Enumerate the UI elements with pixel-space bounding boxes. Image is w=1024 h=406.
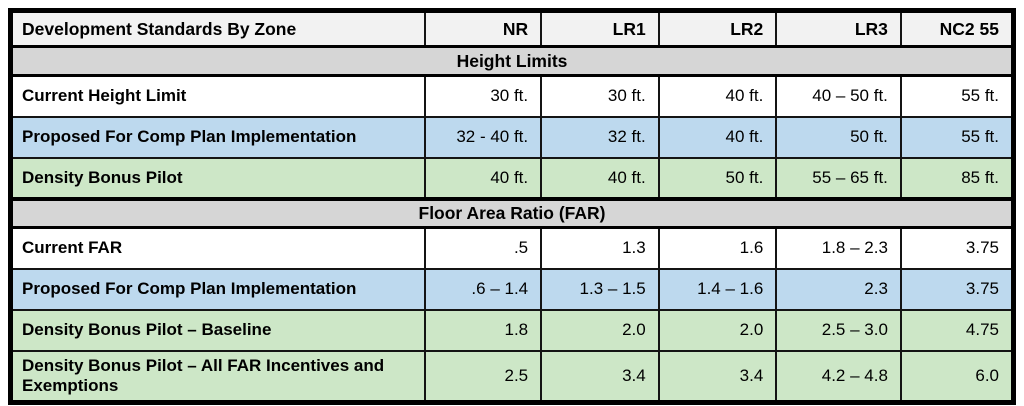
- value-cell: 3.75: [899, 267, 1015, 311]
- table-title: Development Standards By Zone: [9, 9, 426, 48]
- column-header-row: Development Standards By Zone NR LR1 LR2…: [9, 9, 1015, 48]
- value-cell: 1.4 – 1.6: [657, 267, 778, 311]
- value-cell: 32 - 40 ft.: [423, 115, 543, 159]
- value-cell: 3.4: [540, 349, 660, 404]
- row-label: Proposed For Comp Plan Implementation: [9, 267, 426, 311]
- value-cell: 3.4: [657, 349, 778, 404]
- row-label: Density Bonus Pilot: [9, 156, 426, 200]
- value-cell: 40 ft.: [423, 156, 543, 200]
- value-cell: 55 ft.: [899, 115, 1015, 159]
- value-cell: 50 ft.: [657, 156, 778, 200]
- value-cell: 6.0: [899, 349, 1015, 404]
- value-cell: 1.3 – 1.5: [540, 267, 660, 311]
- table-row-density-bonus-pilot-height: Density Bonus Pilot 40 ft. 40 ft. 50 ft.…: [9, 156, 1015, 200]
- table-row-current-far: Current FAR .5 1.3 1.6 1.8 – 2.3 3.75: [9, 226, 1015, 270]
- table-row-current-height-limit: Current Height Limit 30 ft. 30 ft. 40 ft…: [9, 74, 1015, 118]
- table-row-density-bonus-baseline: Density Bonus Pilot – Baseline 1.8 2.0 2…: [9, 308, 1015, 352]
- value-cell: 2.5 – 3.0: [775, 308, 902, 352]
- value-cell: 1.3: [540, 226, 660, 270]
- row-label: Current Height Limit: [9, 74, 426, 118]
- development-standards-table: Development Standards By Zone NR LR1 LR2…: [8, 8, 1016, 405]
- zone-header-nr: NR: [423, 9, 543, 48]
- zone-header-nc2-55: NC2 55: [899, 9, 1015, 48]
- value-cell: 40 ft.: [657, 74, 778, 118]
- value-cell: 1.8 – 2.3: [775, 226, 902, 270]
- zone-header-lr2: LR2: [657, 9, 778, 48]
- value-cell: 30 ft.: [540, 74, 660, 118]
- value-cell: 50 ft.: [775, 115, 902, 159]
- row-label: Density Bonus Pilot – All FAR Incentives…: [9, 349, 426, 404]
- row-label: Proposed For Comp Plan Implementation: [9, 115, 426, 159]
- value-cell: 2.5: [423, 349, 543, 404]
- row-label: Current FAR: [9, 226, 426, 270]
- value-cell: 3.75: [899, 226, 1015, 270]
- section-header-row-height-limits: Height Limits: [9, 45, 1015, 77]
- table-row-proposed-far: Proposed For Comp Plan Implementation .6…: [9, 267, 1015, 311]
- value-cell: 40 ft.: [657, 115, 778, 159]
- value-cell: 4.2 – 4.8: [775, 349, 902, 404]
- value-cell: 4.75: [899, 308, 1015, 352]
- value-cell: 85 ft.: [899, 156, 1015, 200]
- value-cell: .6 – 1.4: [423, 267, 543, 311]
- zone-header-lr3: LR3: [775, 9, 902, 48]
- value-cell: 2.0: [657, 308, 778, 352]
- section-header-height-limits: Height Limits: [9, 45, 1015, 77]
- section-header-row-far: Floor Area Ratio (FAR): [9, 196, 1015, 229]
- value-cell: 32 ft.: [540, 115, 660, 159]
- value-cell: 2.0: [540, 308, 660, 352]
- zone-header-lr1: LR1: [540, 9, 660, 48]
- value-cell: 55 – 65 ft.: [775, 156, 902, 200]
- value-cell: .5: [423, 226, 543, 270]
- value-cell: 40 – 50 ft.: [775, 74, 902, 118]
- value-cell: 30 ft.: [423, 74, 543, 118]
- value-cell: 2.3: [775, 267, 902, 311]
- table-row-proposed-height: Proposed For Comp Plan Implementation 32…: [9, 115, 1015, 159]
- table-row-density-bonus-all-incentives: Density Bonus Pilot – All FAR Incentives…: [9, 349, 1015, 404]
- value-cell: 40 ft.: [540, 156, 660, 200]
- row-label: Density Bonus Pilot – Baseline: [9, 308, 426, 352]
- value-cell: 1.6: [657, 226, 778, 270]
- section-header-far: Floor Area Ratio (FAR): [9, 196, 1015, 229]
- value-cell: 55 ft.: [899, 74, 1015, 118]
- value-cell: 1.8: [423, 308, 543, 352]
